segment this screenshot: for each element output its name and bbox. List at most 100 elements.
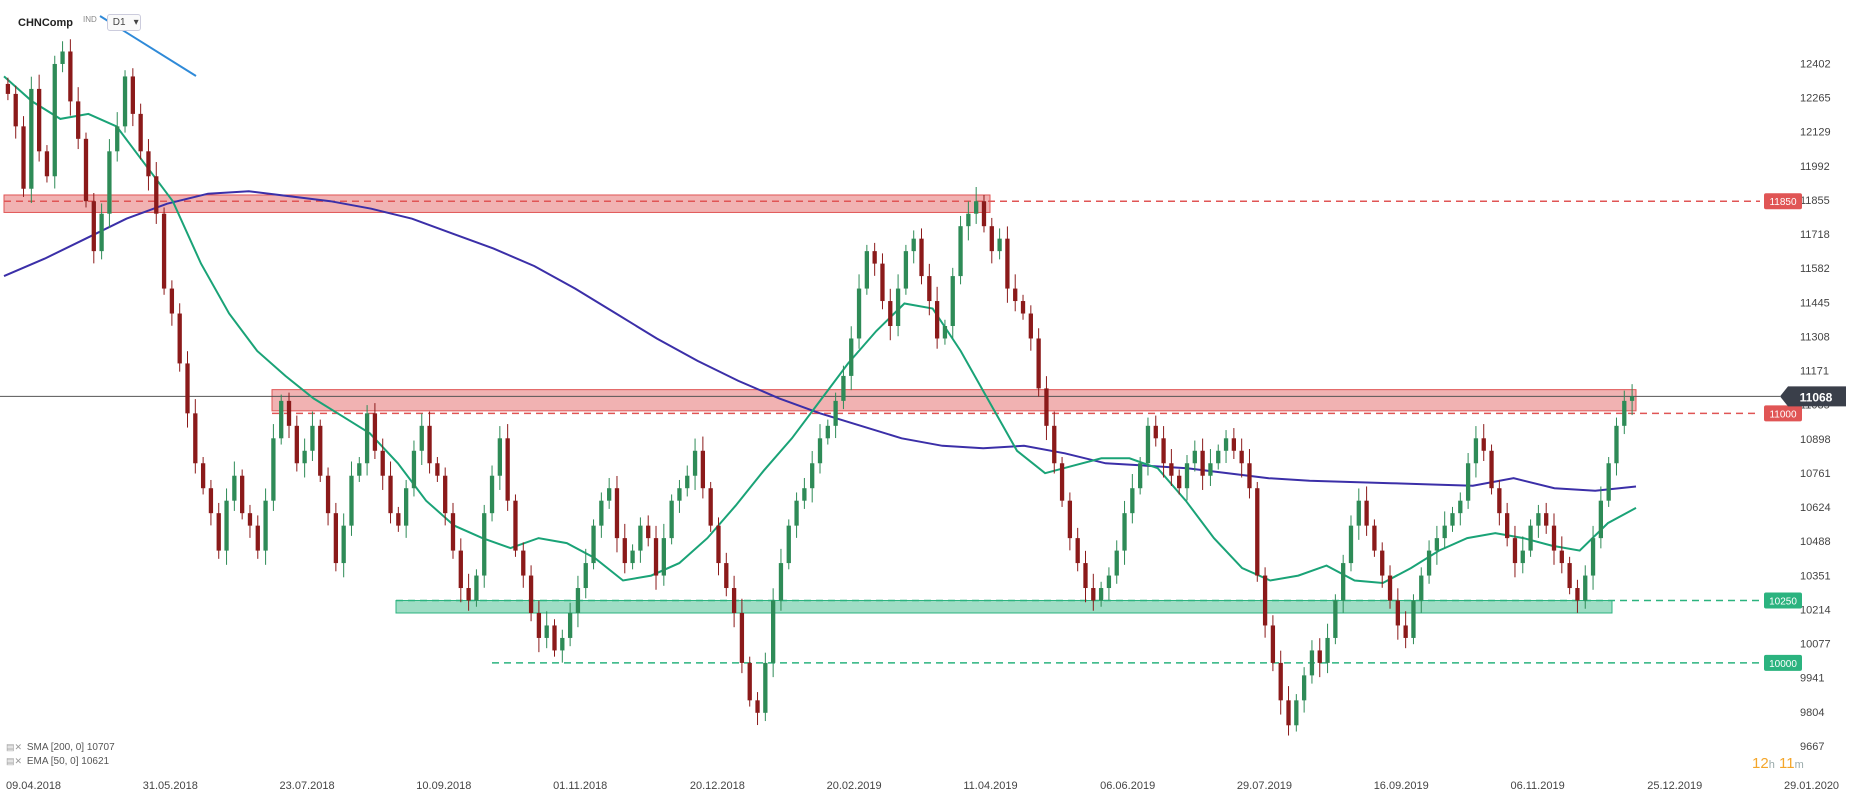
bear-candle <box>716 525 721 564</box>
timeframe-select[interactable]: D1 ▾ <box>106 14 141 31</box>
bear-candle <box>169 288 175 314</box>
bear-candle <box>934 301 940 339</box>
bull-candle <box>1333 600 1338 638</box>
x-tick-label: 31.05.2018 <box>143 780 198 792</box>
sma-200-line <box>3 190 1637 492</box>
y-tick-label: 10898 <box>1800 434 1831 446</box>
bear-candle <box>1255 488 1260 576</box>
bull-candle <box>1426 550 1432 576</box>
bear-candle <box>146 151 151 177</box>
bull-candle <box>1536 513 1541 526</box>
bear-candle <box>880 263 885 302</box>
bear-candle <box>747 662 752 701</box>
bull-candle <box>544 625 549 638</box>
y-tick-label: 10077 <box>1800 639 1831 651</box>
bull-candle <box>661 538 666 576</box>
bear-candle <box>981 201 987 227</box>
bull-candle <box>575 588 581 613</box>
bull-candle <box>1442 525 1447 539</box>
x-tick-label: 01.11.2018 <box>553 780 607 792</box>
bear-candle <box>731 588 737 613</box>
sma-legend[interactable]: ▤✕ SMA [200, 0] 10707 <box>6 742 115 753</box>
bear-candle <box>1262 575 1268 626</box>
level-tag <box>1764 654 1802 671</box>
bear-candle <box>521 550 526 576</box>
x-tick-label: 06.11.2019 <box>1510 780 1564 792</box>
candle-countdown: 12h 11m <box>1752 755 1804 772</box>
bull-candle <box>489 475 495 514</box>
bear-candle <box>1403 625 1408 638</box>
bull-candle <box>560 637 565 651</box>
bull-candle <box>419 425 424 451</box>
y-tick-label: 10761 <box>1800 468 1831 480</box>
bear-candle <box>1395 600 1400 626</box>
bull-candle <box>677 488 682 501</box>
bull-candle <box>599 500 604 526</box>
bull-candle <box>583 563 588 589</box>
bull-candle <box>99 213 104 252</box>
bull-candle <box>349 475 354 526</box>
bull-candle <box>1629 396 1635 401</box>
bear-candle <box>255 525 260 551</box>
bear-candle <box>1505 513 1510 539</box>
bear-candle <box>36 88 42 152</box>
bear-candle <box>1567 563 1572 589</box>
bull-candle <box>279 400 284 439</box>
bear-candle <box>68 51 73 102</box>
x-tick-label: 25.12.2019 <box>1647 780 1702 792</box>
bear-candle <box>1512 538 1518 564</box>
bull-candle <box>1106 575 1112 589</box>
bull-candle <box>1325 637 1330 663</box>
bull-candle <box>122 76 128 127</box>
bear-candle <box>83 138 89 202</box>
x-tick-label: 20.12.2018 <box>690 780 745 792</box>
bear-candle <box>614 488 620 539</box>
y-tick-label: 10624 <box>1800 502 1831 514</box>
ema-legend-text: EMA [50, 0] 10621 <box>26 756 110 767</box>
support-zone <box>395 600 1613 614</box>
bull-candle <box>497 438 502 476</box>
y-tick-label: 12129 <box>1800 127 1831 139</box>
ema-settings-icon[interactable]: ▤✕ <box>6 756 23 766</box>
current-price-tag <box>1780 386 1846 407</box>
bear-candle <box>528 575 534 613</box>
y-tick-label: 12265 <box>1800 93 1831 105</box>
bull-candle <box>1114 550 1119 576</box>
y-tick-label: 9804 <box>1800 707 1824 719</box>
bull-candle <box>903 251 909 289</box>
bear-candle <box>1200 450 1205 476</box>
bear-candle <box>724 563 729 589</box>
sma-settings-icon[interactable]: ▤✕ <box>6 742 23 752</box>
bull-candle <box>1434 538 1440 551</box>
bear-candle <box>1270 625 1276 663</box>
bear-candle <box>1059 463 1065 501</box>
y-tick-label: 9667 <box>1800 741 1824 753</box>
bull-candle <box>1528 525 1533 551</box>
bear-candle <box>154 176 159 214</box>
bull-candle <box>1294 700 1299 726</box>
bear-candle <box>1052 425 1057 464</box>
bear-candle <box>1083 563 1088 589</box>
bear-candle <box>505 438 510 501</box>
bull-candle <box>567 612 573 638</box>
chart-header: CHNComp IND D1 ▾ <box>18 14 141 31</box>
bear-candle <box>1380 550 1385 576</box>
bull-candle <box>310 425 315 451</box>
bull-candle <box>411 450 417 489</box>
bull-candle <box>810 463 815 489</box>
ema-legend[interactable]: ▤✕ EMA [50, 0] 10621 <box>6 756 109 767</box>
bull-candle <box>1622 400 1627 426</box>
y-tick-label: 12402 <box>1800 58 1831 70</box>
bull-candle <box>1216 450 1221 464</box>
bull-candle <box>966 213 971 227</box>
bull-candle <box>1356 500 1361 526</box>
bull-candle <box>29 88 34 189</box>
bull-candle <box>825 425 830 439</box>
y-tick-label: 9941 <box>1800 673 1824 685</box>
bull-candle <box>1465 463 1471 501</box>
y-tick-label: 11855 <box>1800 195 1830 207</box>
level-tag-label: 10250 <box>1769 597 1797 608</box>
bear-candle <box>653 538 659 576</box>
